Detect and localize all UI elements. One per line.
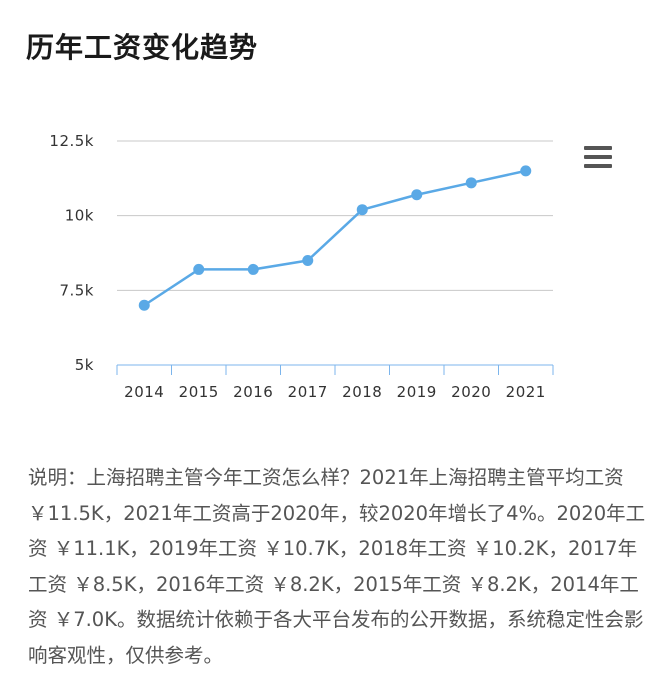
x-tick-label: 2015 bbox=[179, 383, 219, 401]
y-tick-label: 12.5k bbox=[49, 132, 94, 150]
data-point bbox=[138, 299, 150, 311]
data-point bbox=[193, 263, 205, 275]
series-line bbox=[143, 169, 527, 307]
x-tick-label: 2020 bbox=[451, 383, 491, 401]
data-point bbox=[356, 204, 368, 216]
line-chart: 5k 7.5k 10k 12.5k 2014 2015 2016 2017 2018 2019 20… bbox=[49, 132, 554, 401]
data-point bbox=[302, 254, 314, 266]
x-tick-label: 2021 bbox=[506, 383, 546, 401]
data-point bbox=[520, 165, 532, 177]
x-tick-label: 2014 bbox=[124, 383, 164, 401]
chart-title: 历年工资变化趋势 bbox=[26, 31, 259, 64]
y-tick-label: 10k bbox=[65, 207, 94, 225]
data-point bbox=[411, 189, 423, 201]
data-point bbox=[247, 263, 259, 275]
y-tick-label: 5k bbox=[75, 356, 94, 374]
x-tick-label: 2016 bbox=[233, 383, 273, 401]
x-tick-label: 2017 bbox=[288, 383, 328, 401]
x-tick-label: 2018 bbox=[342, 383, 382, 401]
x-tick-label: 2019 bbox=[397, 383, 437, 401]
y-tick-label: 7.5k bbox=[59, 281, 94, 299]
data-point bbox=[465, 177, 477, 189]
description-text: 说明：上海招聘主管今年工资怎么样？2021年上海招聘主管平均工资 ￥11.5K，… bbox=[28, 466, 646, 667]
hamburger-menu-icon[interactable] bbox=[584, 146, 614, 174]
